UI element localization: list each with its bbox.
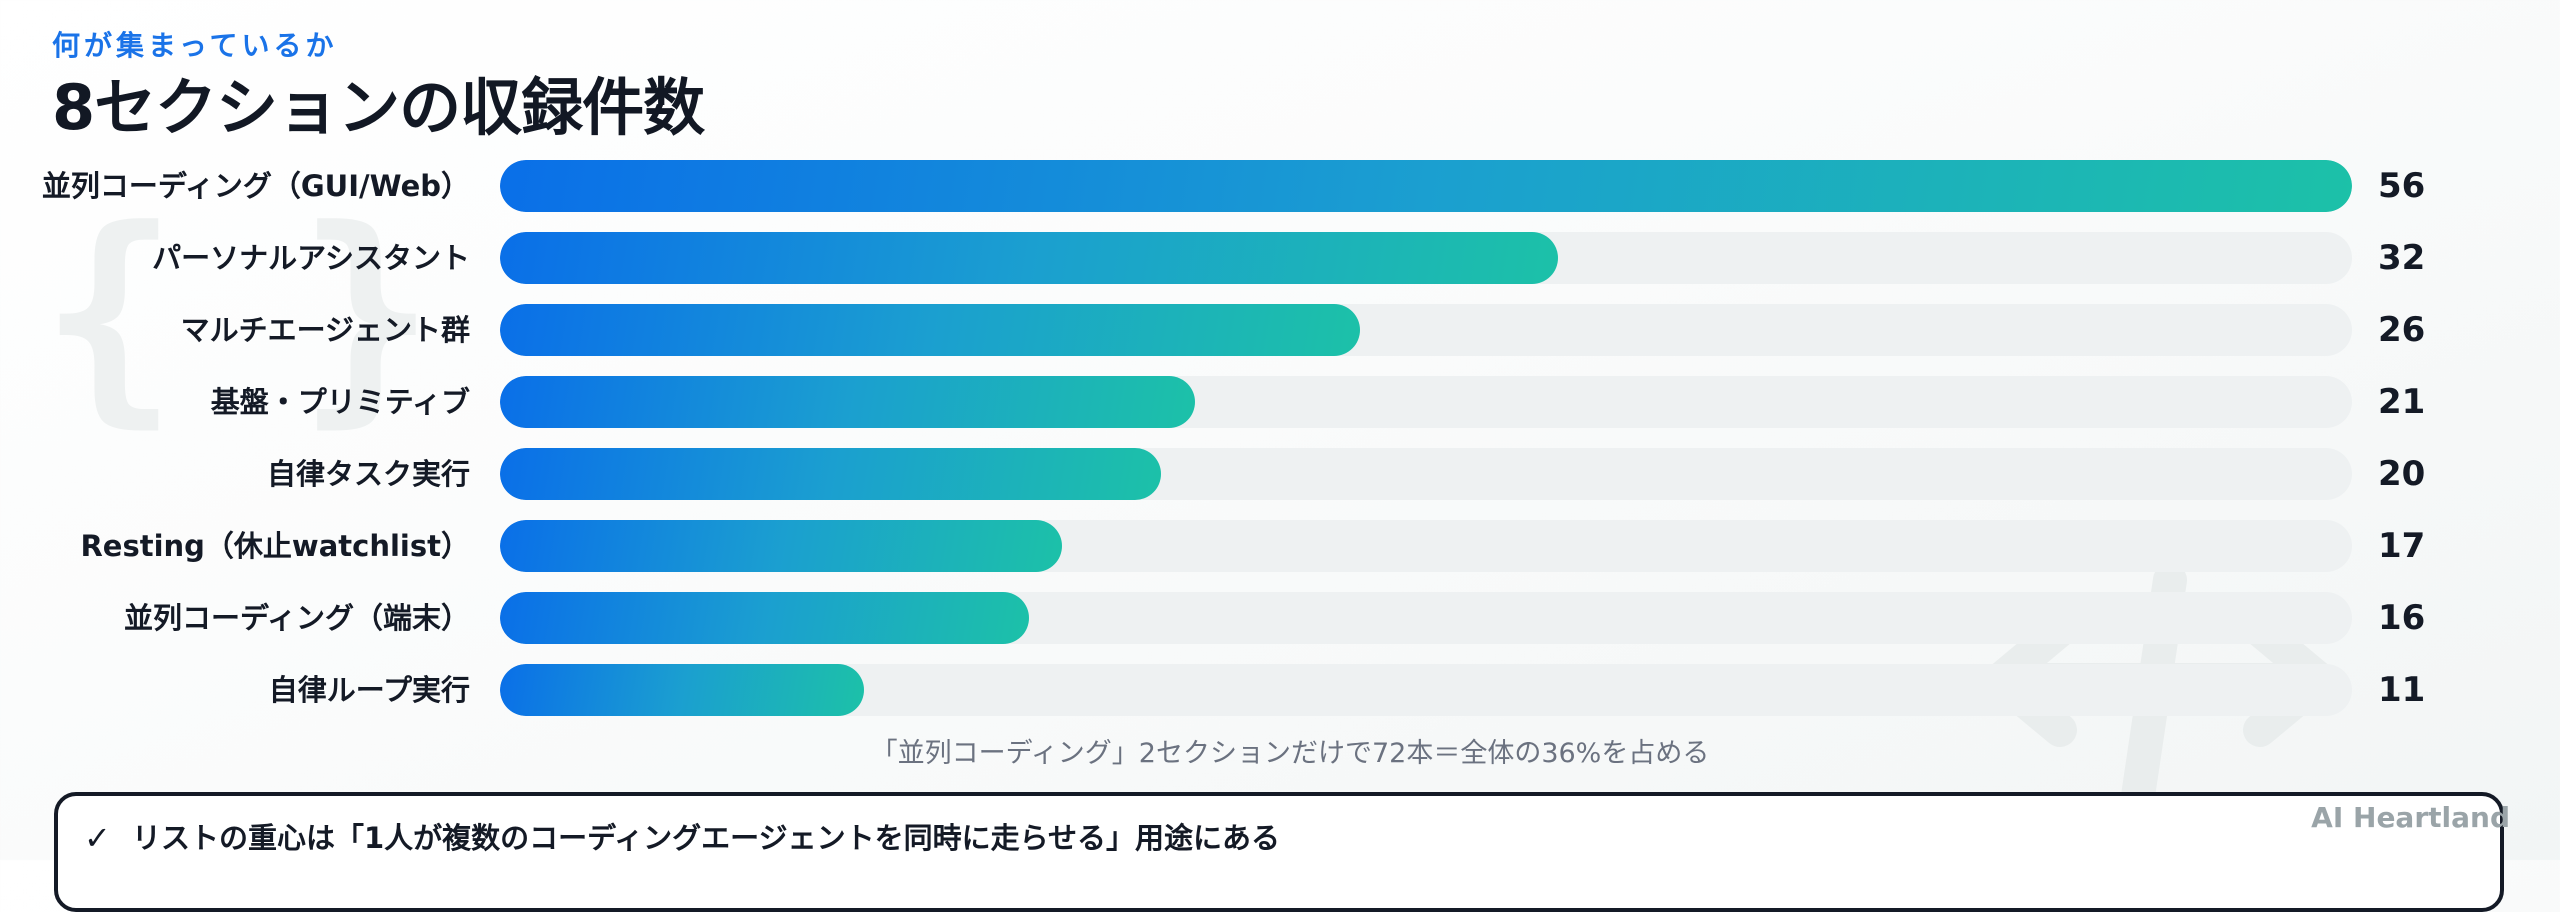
braces-watermark-icon: { } xyxy=(40,181,435,448)
header: 何が集まっているか 8セクションの収録件数 xyxy=(52,26,705,146)
brand-logo: AI Heartland xyxy=(2311,801,2510,834)
bar-value-label: 20 xyxy=(2378,454,2426,494)
callout-text: リストの重心は「1人が複数のコーディングエージェントを同時に走らせる」用途にある xyxy=(132,821,1280,855)
bar-row: パーソナルアシスタント 32 xyxy=(0,232,2560,284)
bar-row: 基盤・プリミティブ 21 xyxy=(0,376,2560,428)
bar-value-label: 56 xyxy=(2378,166,2426,206)
eyebrow-label: 何が集まっているか xyxy=(52,29,338,62)
bar-value-label: 16 xyxy=(2378,598,2426,638)
bar-track xyxy=(500,520,2352,572)
summary-callout: ✓ リストの重心は「1人が複数のコーディングエージェントを同時に走らせる」用途に… xyxy=(54,792,2504,912)
bar xyxy=(500,160,2352,212)
bar-label: マルチエージェント群 xyxy=(180,313,470,347)
bar-track xyxy=(500,592,2352,644)
bar-row: 自律タスク実行 20 xyxy=(0,448,2560,500)
bar-track xyxy=(500,664,2352,716)
bar-track xyxy=(500,160,2352,212)
bar-row: Resting（休止watchlist） 17 xyxy=(0,520,2560,572)
bar-label: 自律タスク実行 xyxy=(266,457,470,491)
check-icon: ✓ xyxy=(84,819,111,857)
bar-row: 並列コーディング（端末） 16 xyxy=(0,592,2560,644)
chart-caption: 「並列コーディング」2セクションだけで72本＝全体の36%を占める xyxy=(870,738,1710,769)
bar-label: 並列コーディング（端末） xyxy=(124,601,470,635)
bar-value-label: 21 xyxy=(2378,382,2426,422)
bar xyxy=(500,520,1062,572)
bar xyxy=(500,304,1360,356)
bar-track xyxy=(500,304,2352,356)
bar-track xyxy=(500,376,2352,428)
bar-row: 並列コーディング（GUI/Web） 56 xyxy=(0,160,2560,212)
bar-label: Resting（休止watchlist） xyxy=(80,529,470,563)
bar-value-label: 11 xyxy=(2378,670,2426,710)
bar-row: 自律ループ実行 11 xyxy=(0,664,2560,716)
page-title: 8セクションの収録件数 xyxy=(52,71,705,144)
bar xyxy=(500,664,864,716)
bar-value-label: 32 xyxy=(2378,238,2426,278)
bar xyxy=(500,592,1029,644)
bar-track xyxy=(500,448,2352,500)
bar-track xyxy=(500,232,2352,284)
bar-label: 並列コーディング（GUI/Web） xyxy=(41,169,470,203)
bar-value-label: 26 xyxy=(2378,310,2426,350)
bar-label: 基盤・プリミティブ xyxy=(210,385,470,419)
bar xyxy=(500,376,1195,428)
bar xyxy=(500,232,1558,284)
bar xyxy=(500,448,1161,500)
bar-label: パーソナルアシスタント xyxy=(152,241,470,275)
bar-row: マルチエージェント群 26 xyxy=(0,304,2560,356)
bar-label: 自律ループ実行 xyxy=(268,673,470,707)
bar-value-label: 17 xyxy=(2378,526,2426,566)
